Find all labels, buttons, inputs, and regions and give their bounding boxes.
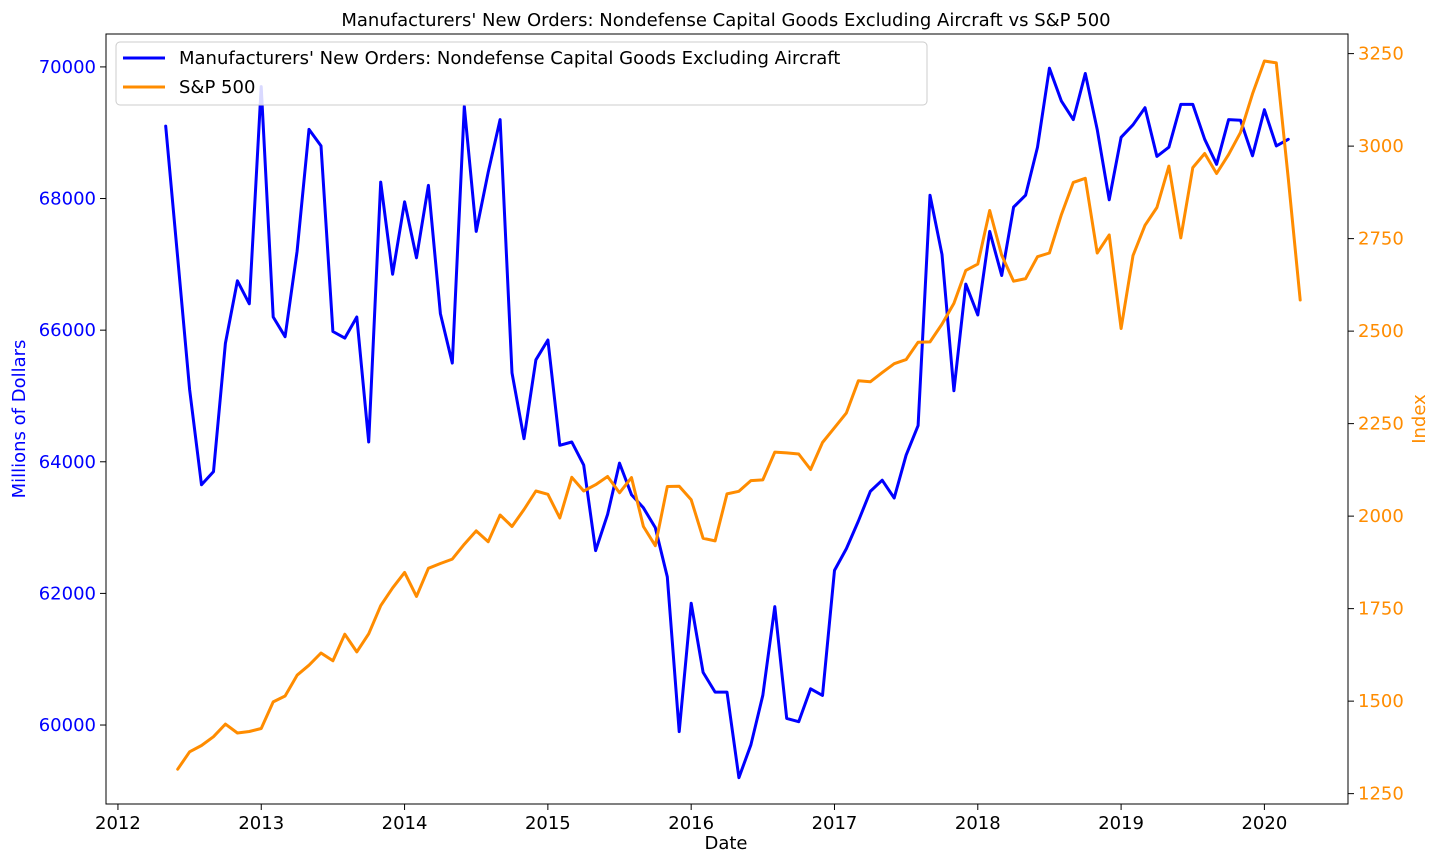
- x-tick-label: 2017: [812, 813, 858, 834]
- y-right-tick-label: 1250: [1358, 784, 1404, 805]
- chart-title: Manufacturers' New Orders: Nondefense Ca…: [341, 10, 1110, 31]
- x-axis: 2012 2013 2014 2015 2016 2017 2018 2019 2020: [95, 804, 1287, 834]
- y-right-tick-label: 2250: [1358, 414, 1404, 435]
- y-left-tick-label: 60000: [39, 715, 96, 736]
- x-tick-label: 2018: [955, 813, 1001, 834]
- x-tick-label: 2015: [525, 813, 571, 834]
- y-right-tick-label: 2750: [1358, 229, 1404, 250]
- x-tick-label: 2012: [95, 813, 141, 834]
- series-line-nondefense-orders: [164, 66, 1290, 780]
- y-axis-left: 60000 62000 64000 66000 68000 70000: [39, 57, 106, 736]
- legend-box: [115, 41, 928, 106]
- y-axis-right-label: Index: [1409, 394, 1430, 444]
- plot-frame: [105, 33, 1349, 805]
- x-tick-label: 2019: [1098, 813, 1144, 834]
- y-right-tick-label: 2000: [1358, 506, 1404, 527]
- y-right-tick-label: 3000: [1358, 136, 1404, 157]
- series-layer: [164, 59, 1302, 780]
- y-right-tick-label: 1500: [1358, 691, 1404, 712]
- x-tick-label: 2020: [1241, 813, 1287, 834]
- y-axis-left-label: Millions of Dollars: [9, 340, 30, 499]
- legend: Manufacturers' New Orders: Nondefense Ca…: [115, 41, 928, 106]
- y-right-tick-label: 2500: [1358, 321, 1404, 342]
- y-axis-right: 1250 1500 1750 2000 2250 2500 2750 3000 3250: [1348, 44, 1404, 805]
- y-left-tick-label: 68000: [39, 189, 96, 210]
- y-left-tick-label: 66000: [39, 320, 96, 341]
- x-tick-label: 2016: [668, 813, 714, 834]
- y-left-tick-label: 64000: [39, 452, 96, 473]
- x-tick-label: 2014: [382, 813, 428, 834]
- y-right-tick-label: 3250: [1358, 44, 1404, 65]
- y-left-tick-label: 62000: [39, 583, 96, 604]
- x-tick-label: 2013: [238, 813, 284, 834]
- y-left-tick-label: 70000: [39, 57, 96, 78]
- x-axis-label: Date: [704, 833, 747, 854]
- legend-label-sp500: S&P 500: [179, 77, 255, 98]
- series-line-sp500: [176, 59, 1302, 771]
- legend-label-nondefense: Manufacturers' New Orders: Nondefense Ca…: [179, 48, 840, 69]
- y-right-tick-label: 1750: [1358, 599, 1404, 620]
